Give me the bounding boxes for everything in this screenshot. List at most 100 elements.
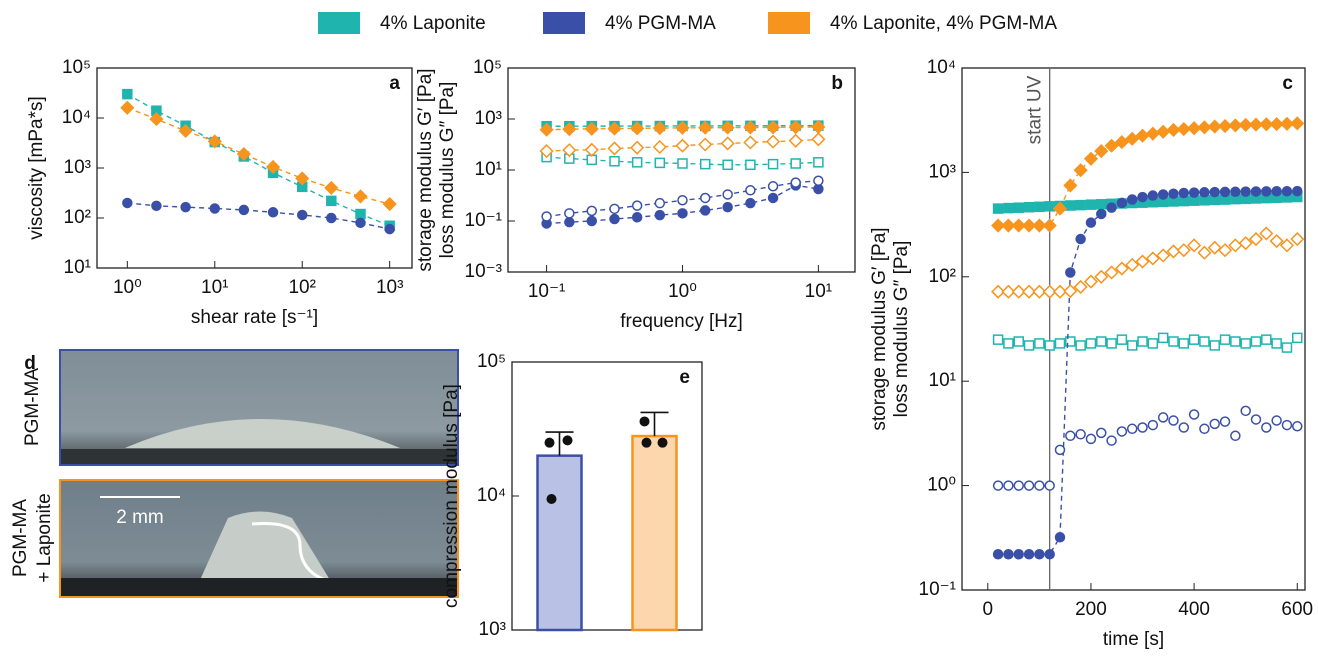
data-point [1013,202,1024,213]
data-point [767,181,779,192]
data-point [1259,117,1274,132]
y-axis-label: compression modulus [Pa] [441,384,462,608]
data-point [1176,122,1191,137]
data-point [1003,202,1014,214]
data-point [1114,135,1129,150]
data-point [1197,245,1212,260]
data-point [1065,430,1076,442]
data-point [1116,197,1128,209]
data-point [657,437,668,448]
y-tick-label: 10² [64,207,91,228]
data-point [631,157,643,168]
data-point [1106,435,1117,446]
data-point [355,208,366,220]
panel-letter: b [831,73,843,94]
data-point [180,201,191,213]
data-point [654,209,666,221]
data-point [1188,409,1200,420]
data-point [562,435,573,446]
droplet [200,511,330,580]
data-point [1281,185,1293,197]
bar [536,454,583,632]
data-point [1054,532,1066,543]
y-tick-label: 10⁴ [477,485,506,506]
data-point [1207,240,1222,255]
legend-swatch [768,12,810,34]
data-point [630,140,645,155]
data-point [1011,284,1026,299]
data-point [1034,480,1045,491]
data-point [1238,236,1253,251]
data-point [267,207,279,218]
data-point [1052,284,1068,299]
x-tick-label: 10⁰ [668,281,697,302]
y-tick-label: 10³ [64,157,91,178]
legend-swatch [318,12,360,34]
data-point [564,216,575,228]
data-point [544,437,555,448]
data-point [1125,257,1140,272]
data-point [151,200,162,212]
data-point [813,175,824,186]
series-line [127,107,390,205]
data-point [1054,444,1066,456]
data-point [122,197,133,209]
data-point [1261,334,1272,345]
data-point [788,133,803,148]
data-point [811,132,826,147]
data-point [1230,186,1241,198]
data-point [992,334,1004,345]
data-point [324,180,339,195]
y-tick-label: 10⁻¹ [465,210,503,231]
data-point [1137,336,1148,347]
data-point [1075,340,1086,351]
data-point [382,197,397,212]
data-point [1209,340,1220,351]
data-point [584,142,599,157]
data-point [1044,549,1055,560]
data-point [1197,120,1212,135]
y-axis-label: loss modulus G″ [Pa] [437,82,458,259]
data-point [1063,178,1078,193]
data-point [1083,274,1099,289]
data-point [1157,332,1169,344]
data-point [1147,338,1159,349]
data-point [1156,124,1171,139]
data-point [1178,338,1190,349]
data-point [326,195,337,207]
data-point [1075,233,1086,245]
y-axis-label: storage modulus G′ [Pa] [869,227,890,430]
y-tick-label: 10³ [479,619,506,640]
plot-frame [511,361,703,631]
y-tick-label: 10⁰ [927,475,956,496]
data-point [1219,334,1231,345]
x-tick-label: 10² [288,277,315,298]
data-point [1157,412,1169,423]
data-point [652,121,667,136]
data-point [631,200,643,211]
data-point [1292,332,1303,344]
data-point [699,205,711,216]
x-axis-label: shear rate [s⁻¹] [191,307,318,328]
series-line [126,93,390,227]
data-point [1023,340,1035,351]
data-point [1217,118,1233,134]
scale-label: 2 mm [116,507,164,528]
data-point [1044,480,1055,491]
data-point [654,197,666,209]
data-point [607,121,622,136]
data-point [1083,151,1099,166]
data-point [1096,336,1107,347]
x-axis-label: time [s] [1103,629,1164,650]
x-tick-label: 10¹ [201,277,228,298]
data-point [1250,186,1262,197]
data-point [1023,480,1035,491]
data-point [1065,200,1076,211]
data-point [698,137,713,152]
data-point [1156,248,1171,263]
data-point [1116,334,1128,345]
data-point [1292,421,1303,432]
data-point [1075,429,1086,440]
data-point [1096,208,1107,220]
